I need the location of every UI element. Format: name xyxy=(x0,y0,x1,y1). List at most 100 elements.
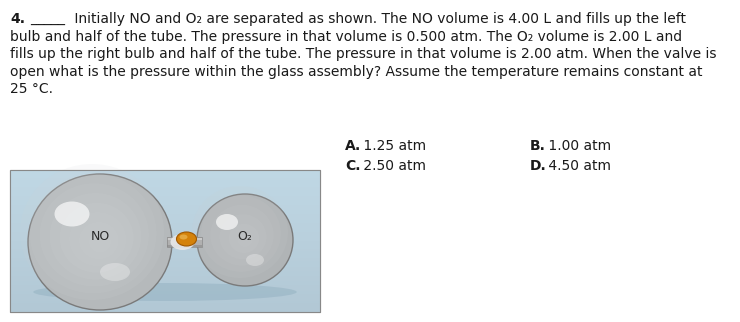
Ellipse shape xyxy=(28,174,172,310)
Bar xyxy=(10,203,320,204)
Bar xyxy=(10,187,320,188)
Bar xyxy=(10,256,320,257)
Text: 1.25 atm: 1.25 atm xyxy=(359,139,426,153)
Bar xyxy=(10,220,320,221)
Bar xyxy=(10,227,320,228)
Bar xyxy=(10,240,320,241)
Bar xyxy=(10,301,320,302)
Bar xyxy=(10,235,320,236)
Ellipse shape xyxy=(50,193,141,279)
Bar xyxy=(10,209,320,210)
Bar xyxy=(10,282,320,283)
Ellipse shape xyxy=(29,175,171,309)
Text: 25 °C.: 25 °C. xyxy=(10,82,53,96)
Bar xyxy=(10,221,320,222)
Bar xyxy=(10,173,320,174)
Bar xyxy=(10,182,320,183)
Bar xyxy=(10,267,320,268)
Bar xyxy=(10,239,320,240)
Bar xyxy=(10,262,320,263)
Bar xyxy=(10,266,320,267)
Ellipse shape xyxy=(79,222,118,259)
Text: fills up the right bulb and half of the tube. The pressure in that volume is 2.0: fills up the right bulb and half of the … xyxy=(10,47,716,61)
Bar xyxy=(10,192,320,193)
Bar xyxy=(10,286,320,287)
Bar xyxy=(10,204,320,205)
Text: D.: D. xyxy=(530,159,547,173)
Bar xyxy=(10,269,320,270)
Bar xyxy=(10,185,320,186)
Bar xyxy=(10,259,320,260)
Bar xyxy=(10,296,320,297)
Bar xyxy=(10,255,320,256)
Bar xyxy=(10,284,320,285)
Bar xyxy=(10,179,320,180)
Bar xyxy=(10,181,320,182)
Bar xyxy=(10,226,320,227)
Bar xyxy=(10,214,320,215)
Bar xyxy=(10,218,320,219)
Bar xyxy=(10,232,320,233)
Bar xyxy=(10,258,320,259)
Bar xyxy=(10,309,320,310)
Bar xyxy=(10,174,320,175)
Ellipse shape xyxy=(40,183,149,286)
Bar xyxy=(10,271,320,272)
Bar xyxy=(10,305,320,306)
Text: C.: C. xyxy=(345,159,360,173)
Ellipse shape xyxy=(177,232,197,246)
Bar xyxy=(10,233,320,234)
Bar xyxy=(10,172,320,173)
Bar xyxy=(10,237,320,238)
Ellipse shape xyxy=(210,205,274,266)
Ellipse shape xyxy=(216,214,238,230)
Bar xyxy=(10,211,320,212)
Bar xyxy=(10,273,320,274)
Bar xyxy=(10,184,320,185)
Bar xyxy=(10,257,320,258)
Bar xyxy=(10,302,320,303)
Bar xyxy=(10,225,320,226)
Bar xyxy=(10,280,320,281)
Ellipse shape xyxy=(28,174,172,310)
Bar xyxy=(10,270,320,271)
Ellipse shape xyxy=(246,254,264,266)
Bar xyxy=(10,250,320,251)
Ellipse shape xyxy=(28,174,172,310)
Bar xyxy=(10,275,320,276)
Bar xyxy=(10,236,320,237)
Bar xyxy=(10,171,320,172)
Ellipse shape xyxy=(197,194,293,286)
Bar xyxy=(10,265,320,266)
Bar xyxy=(10,299,320,300)
Ellipse shape xyxy=(229,224,259,253)
Bar xyxy=(10,223,320,224)
Bar xyxy=(167,237,202,247)
Bar xyxy=(10,189,320,190)
Ellipse shape xyxy=(28,174,172,310)
Bar xyxy=(167,238,202,240)
Bar xyxy=(10,288,320,289)
Bar xyxy=(10,190,320,191)
Bar xyxy=(10,295,320,296)
Ellipse shape xyxy=(28,174,172,310)
Text: _____: _____ xyxy=(30,12,65,26)
Bar xyxy=(10,248,320,249)
Bar xyxy=(10,272,320,273)
Ellipse shape xyxy=(29,175,171,309)
Bar xyxy=(10,231,320,232)
Bar xyxy=(10,244,320,245)
Bar xyxy=(10,264,320,265)
Bar xyxy=(10,308,320,309)
Bar xyxy=(10,170,320,171)
Bar xyxy=(10,254,320,255)
Bar xyxy=(10,193,320,194)
Bar xyxy=(10,300,320,301)
Bar xyxy=(10,180,320,181)
Ellipse shape xyxy=(30,174,156,293)
Ellipse shape xyxy=(170,234,195,250)
Bar xyxy=(10,285,320,286)
Bar xyxy=(10,186,320,187)
Bar xyxy=(10,293,320,294)
Bar xyxy=(10,202,320,203)
